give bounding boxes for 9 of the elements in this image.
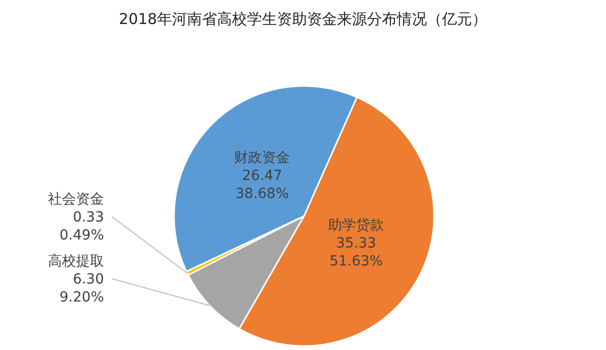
data-label: 6.30 9.20% — [60, 272, 104, 306]
slice-label: 助学贷款 — [328, 217, 384, 234]
data-label: 0.33 0.49% — [60, 210, 104, 244]
slice-label: 社会资金 — [48, 192, 104, 208]
data-label: 35.33 51.63% — [329, 235, 383, 270]
chart-title: 2018年河南省高校学生资助资金来源分布情况（亿元） — [118, 10, 488, 28]
slice-label: 高校提取 — [48, 254, 104, 270]
data-label: 26.47 38.68% — [235, 168, 289, 202]
slice-label: 财政资金 — [234, 150, 290, 166]
